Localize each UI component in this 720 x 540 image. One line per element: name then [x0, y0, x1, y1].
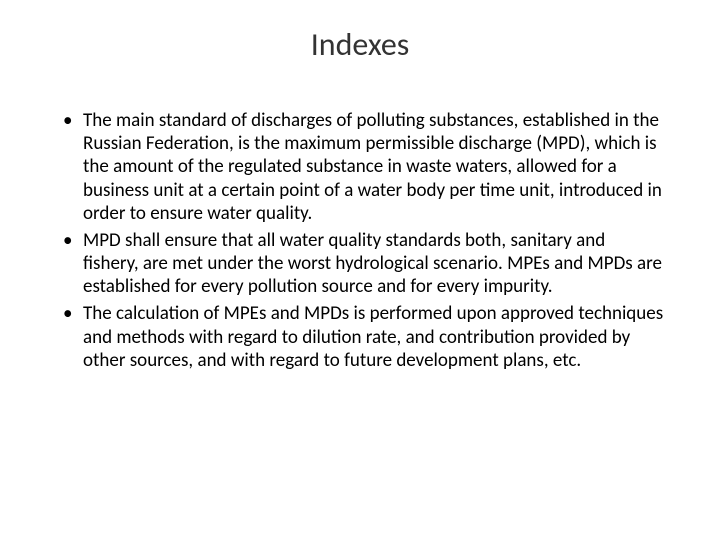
- list-item: The main standard of discharges of pollu…: [55, 109, 665, 225]
- list-item: The calculation of MPEs and MPDs is perf…: [55, 302, 665, 372]
- list-item: MPD shall ensure that all water quality …: [55, 229, 665, 299]
- bullet-list: The main standard of discharges of pollu…: [55, 109, 665, 372]
- slide-title: Indexes: [55, 25, 665, 64]
